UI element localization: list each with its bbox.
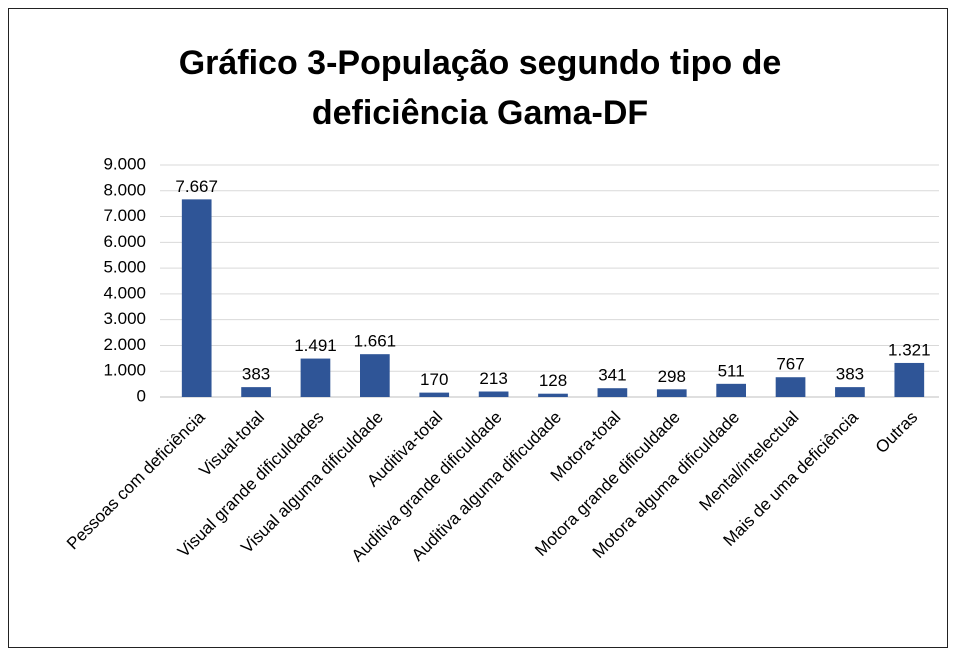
bar (597, 388, 628, 397)
y-tick-label: 7.000 (103, 206, 146, 225)
y-tick-label: 3.000 (103, 309, 146, 328)
bar (181, 199, 212, 397)
bar (419, 392, 450, 397)
y-tick-label: 1.000 (103, 361, 146, 380)
data-label: 767 (776, 355, 804, 374)
y-tick-label: 4.000 (103, 283, 146, 302)
x-tick-label: Outras (872, 408, 922, 458)
data-label: 1.661 (354, 332, 397, 351)
x-tick-label: Mental/intelectual (696, 408, 803, 515)
y-tick-label: 9.000 (103, 154, 146, 173)
bar (300, 358, 331, 397)
bar (241, 387, 271, 397)
data-label: 1.491 (294, 336, 337, 355)
x-tick-label: Pessoas com deficiência (63, 407, 209, 553)
y-tick-label: 5.000 (103, 258, 146, 277)
bar (538, 393, 568, 397)
data-label: 298 (658, 367, 686, 386)
bar (894, 362, 925, 397)
y-tick-label: 6.000 (103, 232, 146, 251)
y-tick-label: 2.000 (103, 335, 146, 354)
data-label: 383 (242, 365, 270, 384)
bar (775, 377, 806, 397)
chart-title: Gráfico 3-População segundo tipo de defi… (178, 44, 782, 132)
data-label: 341 (598, 366, 626, 385)
bar (656, 389, 687, 397)
data-label: 1.321 (888, 340, 931, 359)
bar (478, 391, 509, 397)
data-label: 511 (718, 361, 745, 380)
chart: 0 1.000 2.000 3.000 4.000 5.000 6.000 7.000 8.00… (63, 154, 939, 565)
data-label: 170 (420, 370, 448, 389)
data-label: 213 (479, 369, 507, 388)
y-tick-label: 0 (137, 386, 146, 405)
y-tick-label: 8.000 (103, 180, 146, 199)
data-label: 383 (836, 365, 864, 384)
data-label: 7.667 (175, 177, 218, 196)
bar (835, 387, 865, 397)
page: {"chart_data": {"type": "bar", "title": … (8, 8, 948, 648)
bar (716, 383, 746, 397)
bar (360, 354, 390, 397)
data-label: 128 (539, 371, 567, 390)
